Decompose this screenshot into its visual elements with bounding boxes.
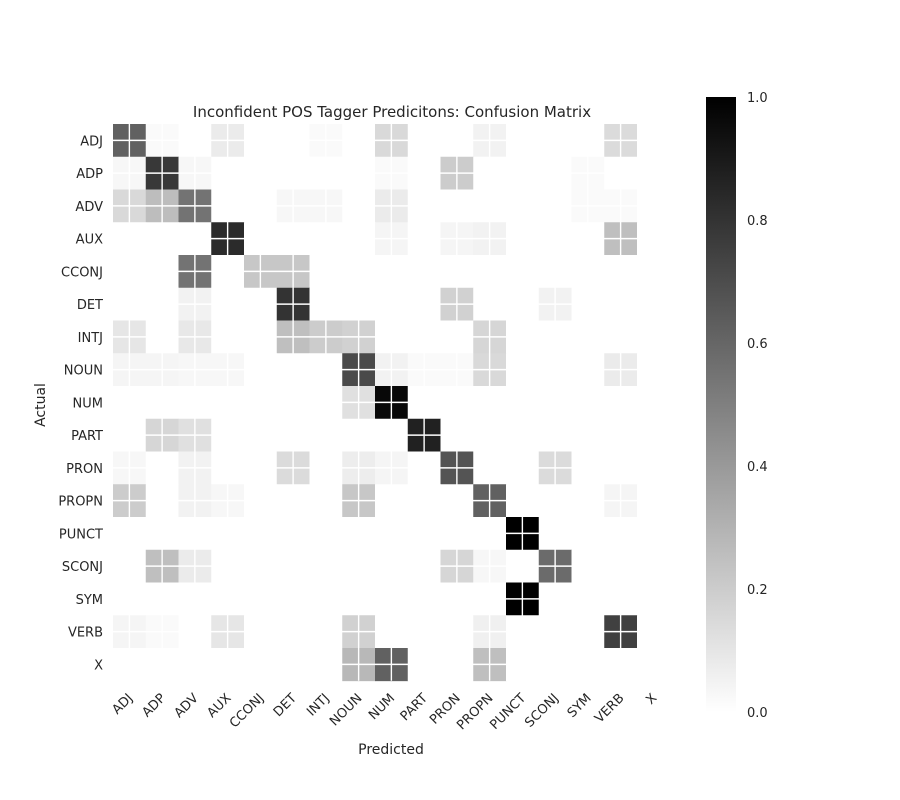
- colorbar: [706, 97, 736, 712]
- colorbar-tick-labels: 0.0 0.2 0.4 0.6 0.8 1.0: [747, 91, 768, 721]
- x-tick-label: ADJ: [110, 691, 137, 718]
- y-tick-label: PART: [71, 429, 103, 444]
- y-tick-label: X: [94, 658, 103, 673]
- y-tick-label: VERB: [68, 626, 103, 641]
- x-tick-label: ADV: [172, 691, 202, 721]
- y-tick-label: INTJ: [78, 331, 103, 346]
- x-tick-label: CCONJ: [227, 691, 267, 731]
- y-tick-label: NUM: [73, 396, 103, 411]
- colorbar-tick-label: 0.0: [747, 706, 768, 721]
- y-tick-label: PRON: [66, 462, 103, 477]
- x-tick-label: NOUN: [327, 691, 365, 729]
- x-tick-label: NUM: [366, 691, 398, 723]
- y-tick-label: AUX: [76, 233, 103, 248]
- x-tick-label: X: [643, 691, 660, 708]
- x-tick-label: SCONJ: [522, 691, 562, 731]
- y-tick-label: SYM: [76, 593, 103, 608]
- colorbar-tick-label: 0.2: [747, 583, 768, 598]
- colorbar-tick-label: 0.6: [747, 337, 768, 352]
- y-axis-label: Actual: [33, 383, 49, 427]
- x-axis-label: Predicted: [358, 742, 424, 758]
- y-tick-labels: ADJ ADP ADV AUX CCONJ DET INTJ NOUN NUM PART PRON P…: [58, 134, 103, 673]
- x-tick-label: PROPN: [454, 691, 496, 733]
- x-tick-label: ADP: [139, 691, 169, 721]
- y-tick-label: PROPN: [58, 495, 103, 510]
- y-tick-label: SCONJ: [62, 560, 103, 575]
- chart-title: Inconfident POS Tagger Predicitons: Conf…: [193, 103, 591, 121]
- colorbar-tick-label: 0.4: [747, 460, 768, 475]
- colorbar-tick-label: 0.8: [747, 214, 768, 229]
- x-tick-label: PART: [398, 691, 431, 724]
- y-tick-label: NOUN: [64, 364, 103, 379]
- y-tick-label: ADV: [75, 200, 103, 215]
- x-tick-label: PUNCT: [487, 691, 529, 733]
- y-tick-label: DET: [77, 298, 103, 313]
- x-tick-label: DET: [271, 691, 300, 720]
- x-tick-label: VERB: [592, 691, 627, 726]
- x-tick-label: INTJ: [304, 691, 333, 720]
- colorbar-tick-label: 1.0: [747, 91, 768, 106]
- y-tick-label: CCONJ: [61, 265, 103, 280]
- x-tick-label: SYM: [565, 691, 595, 721]
- heatmap-gridlines: [113, 124, 670, 681]
- y-tick-label: PUNCT: [59, 527, 103, 542]
- y-tick-label: ADJ: [80, 134, 103, 149]
- y-tick-label: ADP: [76, 167, 103, 182]
